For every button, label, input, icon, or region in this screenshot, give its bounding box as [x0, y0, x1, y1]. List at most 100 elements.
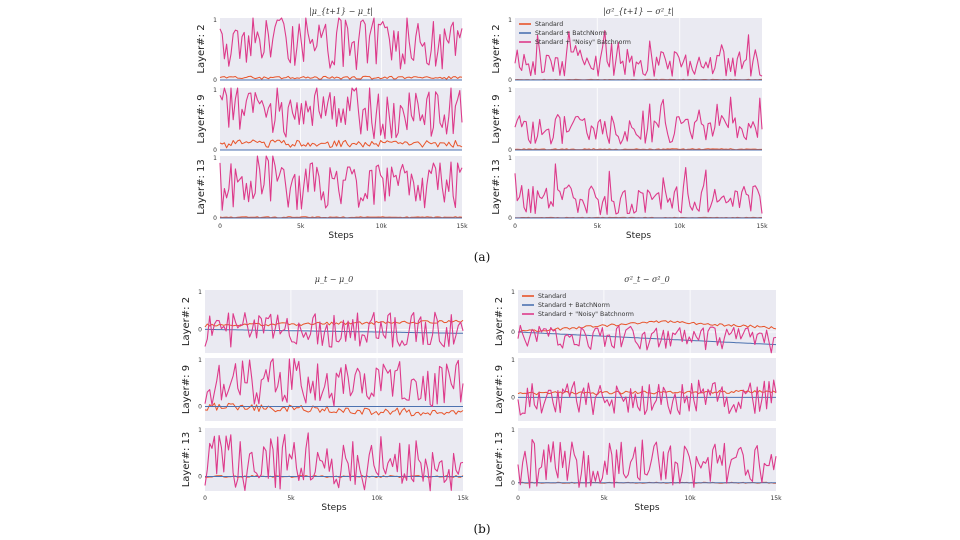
y-axis-label: Layer#: 2 [491, 24, 502, 73]
y-tick-label: 0 [213, 215, 217, 222]
series-line-3 [219, 87, 463, 140]
x-tick-label: 15k [456, 223, 468, 230]
y-tick-label: 0 [511, 394, 515, 401]
x-axis-label: Steps [634, 503, 659, 513]
series-line-3 [514, 30, 763, 77]
legend-entry: Standard + BatchNorm [538, 302, 610, 309]
chart-b-right: σ²_t − σ²_0 1 0 Layer#: 2 1 0 Layer#: 9 1 0 Layer… [494, 275, 782, 513]
y-tick-label: 1 [213, 155, 217, 162]
y-axis-label: Layer#: 2 [494, 297, 505, 346]
y-axis-label: Layer#: 13 [494, 432, 505, 488]
chart-title: μ_t − μ_0 [315, 275, 354, 284]
legend-entry: Standard [535, 21, 563, 28]
y-tick-label: 1 [508, 155, 512, 162]
x-tick-label: 15k [770, 495, 782, 502]
x-tick-label: 5k [297, 223, 305, 230]
y-tick-label: 0 [511, 329, 515, 336]
y-tick-label: 0 [508, 77, 512, 84]
subplot-2: 1 0 Layer#: 9 [494, 357, 777, 421]
chart-b-left: μ_t − μ_0 1 0 Layer#: 2 1 0 Layer#: 9 1 0 Layer#:… [181, 275, 469, 513]
y-tick-label: 1 [511, 427, 515, 434]
y-tick-label: 0 [213, 77, 217, 84]
y-tick-label: 1 [213, 87, 217, 94]
plot-area [518, 358, 776, 421]
subplot-2: 1 0 Layer#: 9 [196, 87, 463, 154]
y-axis-label: Layer#: 9 [494, 365, 505, 414]
subplot-3: 1 0 Layer#: 13 [196, 155, 463, 222]
series-line-3 [204, 432, 464, 492]
legend-entry: Standard [538, 293, 566, 300]
series-line-3 [517, 438, 777, 489]
subplot-2: 1 0 Layer#: 9 [181, 357, 464, 421]
x-tick-label: 0 [203, 495, 207, 502]
y-tick-label: 0 [198, 326, 202, 333]
chart-title: |σ²_{t+1} − σ²_t| [603, 7, 674, 16]
x-tick-label: 10k [376, 223, 388, 230]
series-line-1 [219, 139, 463, 149]
y-axis-label: Layer#: 13 [181, 432, 192, 488]
x-tick-label: 10k [674, 223, 686, 230]
series-line-1 [204, 402, 464, 417]
series-line-1 [204, 319, 464, 328]
y-axis-label: Layer#: 2 [196, 24, 207, 73]
y-tick-label: 0 [511, 480, 515, 487]
series-line-1 [514, 148, 762, 151]
y-tick-label: 1 [511, 357, 515, 364]
series-line-3 [219, 17, 463, 70]
y-axis-label: Layer#: 13 [196, 159, 207, 215]
series-line-3 [204, 311, 464, 348]
series-line-3 [517, 324, 777, 354]
subplot-3: 1 0 Layer#: 13 [181, 427, 464, 492]
series-line-3 [514, 96, 763, 145]
y-axis-label: Layer#: 9 [491, 94, 502, 143]
y-axis-label: Layer#: 9 [196, 94, 207, 143]
x-tick-label: 5k [594, 223, 602, 230]
x-tick-label: 0 [218, 223, 222, 230]
x-axis-label: Steps [321, 503, 346, 513]
y-tick-label: 1 [198, 357, 202, 364]
legend: Standard Standard + BatchNorm Standard + "… [519, 21, 631, 46]
y-axis-label: Layer#: 9 [181, 365, 192, 414]
series-line-3 [204, 358, 464, 407]
subplot-3: 1 0 Layer#: 13 [494, 427, 777, 491]
x-tick-label: 15k [457, 495, 469, 502]
x-tick-label: 0 [516, 495, 520, 502]
plot-area [205, 358, 463, 421]
x-tick-label: 0 [513, 223, 517, 230]
chart-title: |μ_{t+1} − μ_t| [309, 7, 373, 16]
y-tick-label: 0 [508, 215, 512, 222]
subplot-1: 1 0 Layer#: 2 [181, 289, 464, 353]
subplot-2: 1 0 Layer#: 9 [491, 87, 763, 154]
y-tick-label: 0 [213, 147, 217, 154]
series-line-1 [219, 75, 463, 80]
series-line-2 [517, 331, 777, 346]
y-tick-label: 0 [198, 473, 202, 480]
x-tick-label: 10k [371, 495, 383, 502]
series-line-1 [517, 320, 777, 333]
legend-entry: Standard + BatchNorm [535, 30, 607, 37]
y-tick-label: 1 [508, 17, 512, 24]
y-tick-label: 0 [198, 403, 202, 410]
y-tick-label: 1 [511, 289, 515, 296]
series-line-3 [517, 379, 777, 416]
y-tick-label: 1 [213, 17, 217, 24]
y-axis-label: Layer#: 2 [181, 297, 192, 346]
caption-a: (a) [474, 250, 491, 264]
y-tick-label: 1 [198, 427, 202, 434]
chart-title: σ²_t − σ²_0 [624, 275, 669, 284]
series-line-1 [517, 389, 777, 396]
y-tick-label: 1 [198, 289, 202, 296]
subplot-1: 1 0 Layer#: 2 [494, 289, 777, 354]
plot-area [518, 428, 776, 491]
caption-b: (b) [473, 522, 490, 536]
x-tick-label: 5k [287, 495, 295, 502]
plot-area [515, 156, 762, 218]
x-tick-label: 10k [684, 495, 696, 502]
series-line-3 [219, 155, 463, 211]
subplot-1: 1 0 Layer#: 2 [491, 17, 763, 84]
y-tick-label: 1 [508, 87, 512, 94]
